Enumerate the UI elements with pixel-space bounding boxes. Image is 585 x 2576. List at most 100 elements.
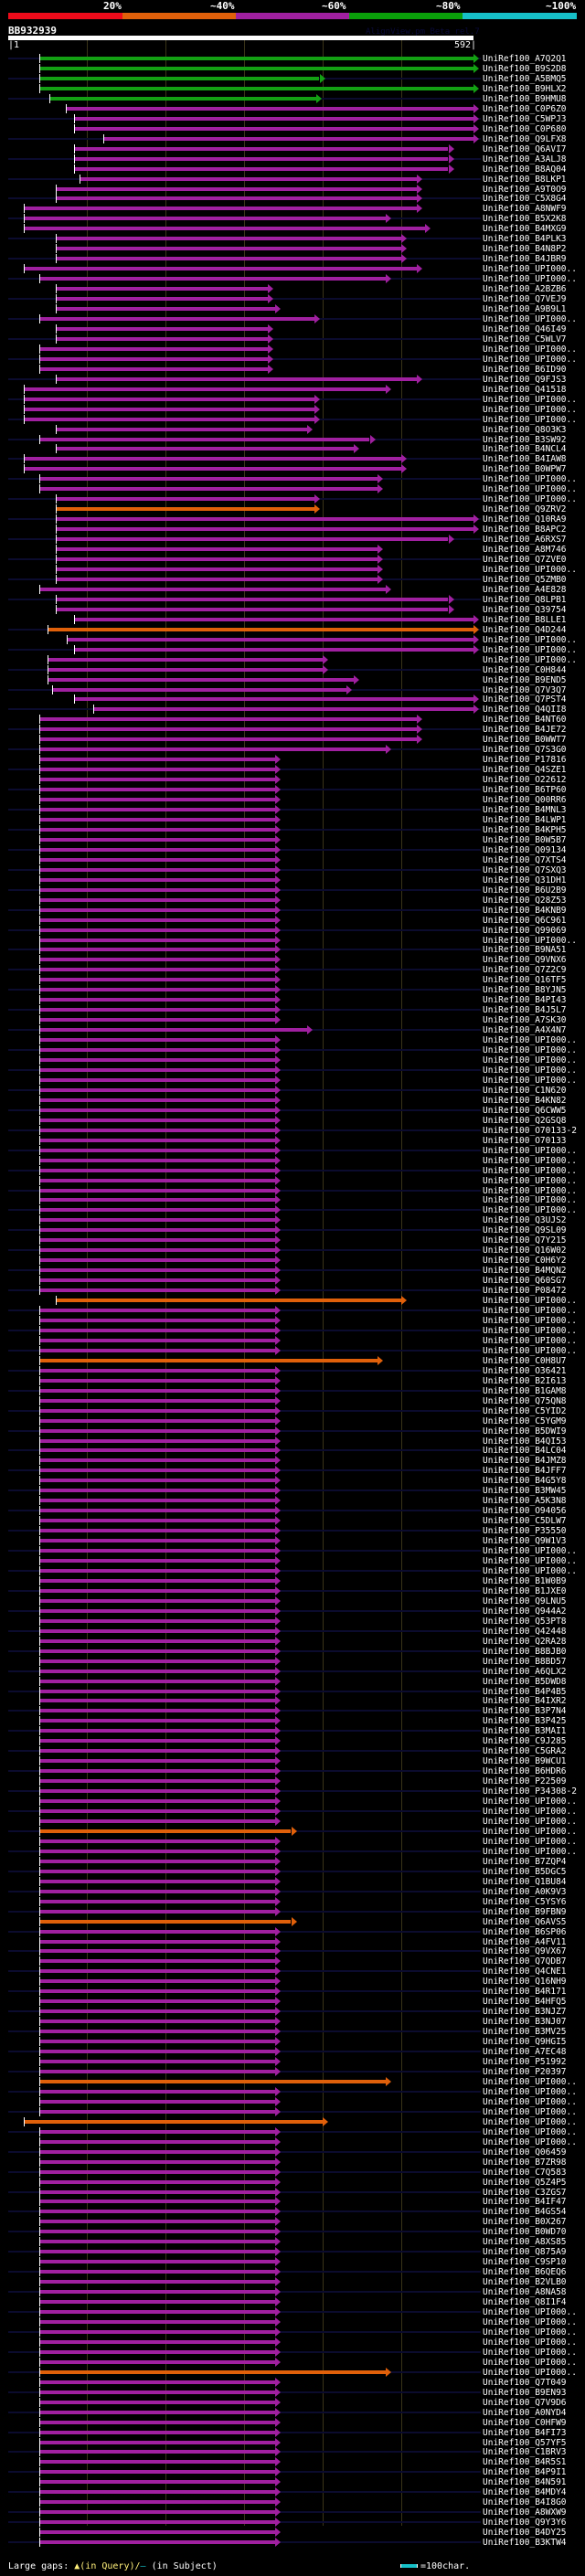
hit-bar[interactable] [40,2169,276,2174]
hit-row[interactable]: UniRef100_B4MXG9 [0,224,585,234]
hit-bar[interactable] [40,1278,276,1283]
hit-row[interactable]: UniRef100_A8NA58 [0,2287,585,2297]
hit-bar[interactable] [25,217,386,221]
hit-bar[interactable] [40,1529,276,1533]
hit-row[interactable]: UniRef100_B4R171 [0,1987,585,1997]
hit-row[interactable]: UniRef100_UPI000.. [0,494,585,504]
hit-row[interactable]: UniRef100_Q9SL09 [0,1225,585,1235]
hit-label[interactable]: UniRef100_B2I613 [483,1375,567,1386]
hit-label[interactable]: UniRef100_B9EN93 [483,2387,567,2398]
hit-row[interactable]: UniRef100_O94056 [0,1506,585,1516]
hit-label[interactable]: UniRef100_B4P9I1 [483,2467,567,2478]
hit-bar[interactable] [40,798,276,801]
hit-label[interactable]: UniRef100_B4PLK3 [483,234,567,245]
hit-bar[interactable] [40,1489,276,1493]
hit-bar[interactable] [40,2240,276,2244]
hit-label[interactable]: UniRef100_C0P680 [483,123,567,134]
hit-label[interactable]: UniRef100_Q16NH9 [483,1977,567,1988]
hit-row[interactable]: UniRef100_UPI000.. [0,1185,585,1196]
hit-label[interactable]: UniRef100_UPI000.. [483,1335,577,1346]
hit-bar[interactable] [40,2430,276,2434]
hit-bar[interactable] [40,968,276,972]
hit-row[interactable]: UniRef100_C5YID2 [0,1405,585,1416]
hit-bar[interactable] [25,227,425,231]
hit-row[interactable]: UniRef100_Q57YF5 [0,2437,585,2448]
hit-bar[interactable] [40,2030,276,2034]
hit-bar[interactable] [25,397,315,401]
hit-bar[interactable] [40,1618,276,1623]
hit-label[interactable]: UniRef100_C5WPJ3 [483,113,567,124]
hit-bar[interactable] [40,1499,276,1503]
hit-row[interactable]: UniRef100_UPI000.. [0,264,585,274]
hit-row[interactable]: UniRef100_Q9LFX8 [0,133,585,144]
hit-bar[interactable] [40,2339,276,2344]
hit-row[interactable]: UniRef100_B1W0B9 [0,1575,585,1586]
hit-label[interactable]: UniRef100_A4X4N7 [483,1025,567,1036]
hit-row[interactable]: UniRef100_B4MNL3 [0,805,585,815]
hit-row[interactable]: UniRef100_UPI000.. [0,1065,585,1076]
hit-row[interactable]: UniRef100_Q2RA28 [0,1636,585,1647]
hit-row[interactable]: UniRef100_B0WPW7 [0,464,585,474]
hit-label[interactable]: UniRef100_UPI000.. [483,1145,577,1156]
hit-label[interactable]: UniRef100_Q4D244 [483,624,567,635]
hit-label[interactable]: UniRef100_O36421 [483,1365,567,1376]
hit-label[interactable]: UniRef100_C5YSY6 [483,1896,567,1907]
hit-row[interactable]: UniRef100_B4IF47 [0,2197,585,2207]
hit-label[interactable]: UniRef100_B4MQN2 [483,1266,567,1277]
hit-bar[interactable] [40,1709,276,1713]
hit-label[interactable]: UniRef100_Q57YF5 [483,2437,567,2448]
hit-bar[interactable] [40,1358,378,1362]
hit-bar[interactable] [40,747,386,752]
hit-row[interactable]: UniRef100_A8NWF9 [0,204,585,214]
hit-row[interactable]: UniRef100_B4JBR9 [0,254,585,264]
hit-label[interactable]: UniRef100_Q9VNX6 [483,955,567,966]
hit-label[interactable]: UniRef100_B4IF47 [483,2197,567,2208]
hit-bar[interactable] [56,527,473,532]
hit-bar[interactable] [56,557,378,561]
hit-label[interactable]: UniRef100_A8XS85 [483,2237,567,2248]
hit-bar[interactable] [56,607,449,611]
hit-label[interactable]: UniRef100_P34308-2 [483,1786,577,1797]
hit-label[interactable]: UniRef100_C5GRA2 [483,1746,567,1757]
hit-row[interactable]: UniRef100_Q41518 [0,384,585,395]
hit-row[interactable]: UniRef100_B6QEQ6 [0,2267,585,2277]
hit-label[interactable]: UniRef100_Q9VX67 [483,1946,567,1957]
hit-label[interactable]: UniRef100_Q5Z4P5 [483,2177,567,2188]
hit-row[interactable]: UniRef100_C0P680 [0,123,585,134]
hit-label[interactable]: UniRef100_Q16TF5 [483,975,567,986]
hit-bar[interactable] [40,1638,276,1643]
hit-row[interactable]: UniRef100_Q4CNE1 [0,1966,585,1977]
hit-row[interactable]: UniRef100_B4PLK3 [0,234,585,244]
hit-row[interactable]: UniRef100_Q7T049 [0,2377,585,2388]
hit-bar[interactable] [40,1228,276,1233]
hit-bar[interactable] [40,2490,276,2495]
hit-row[interactable]: UniRef100_Q2GSQ8 [0,1115,585,1126]
hit-bar[interactable] [40,1829,292,1833]
hit-label[interactable]: UniRef100_UPI000.. [483,1325,577,1336]
hit-bar[interactable] [40,1559,276,1563]
hit-row[interactable]: UniRef100_B4N8P2 [0,244,585,254]
hit-row[interactable]: UniRef100_O70133 [0,1135,585,1146]
hit-label[interactable]: UniRef100_C5WLV7 [483,334,567,345]
hit-label[interactable]: UniRef100_O70133-2 [483,1125,577,1136]
hit-row[interactable]: UniRef100_B4N591 [0,2477,585,2487]
hit-row[interactable]: UniRef100_C5WLV7 [0,334,585,345]
hit-row[interactable]: UniRef100_Q9LNU5 [0,1595,585,1606]
hit-bar[interactable] [40,2280,276,2284]
hit-row[interactable]: UniRef100_B5DWI9 [0,1426,585,1436]
hit-bar[interactable] [40,2060,276,2063]
hit-label[interactable]: UniRef100_C0H8U7 [483,1355,567,1366]
hit-bar[interactable] [40,1679,276,1683]
hit-bar[interactable] [40,1319,276,1322]
hit-label[interactable]: UniRef100_Q9ZRV2 [483,504,567,515]
hit-label[interactable]: UniRef100_A8WXW9 [483,2507,567,2518]
hit-bar[interactable] [40,938,276,942]
hit-label[interactable]: UniRef100_Q7SXQ3 [483,864,567,875]
hit-bar[interactable] [56,336,268,341]
hit-label[interactable]: UniRef100_A2BZB6 [483,284,567,295]
hit-label[interactable]: UniRef100_Q16W02 [483,1246,567,1256]
hit-label[interactable]: UniRef100_B4LWP1 [483,815,567,825]
hit-bar[interactable] [40,1759,276,1764]
hit-label[interactable]: UniRef100_UPI000.. [483,394,577,405]
hit-row[interactable]: UniRef100_B3NJZ7 [0,2007,585,2017]
